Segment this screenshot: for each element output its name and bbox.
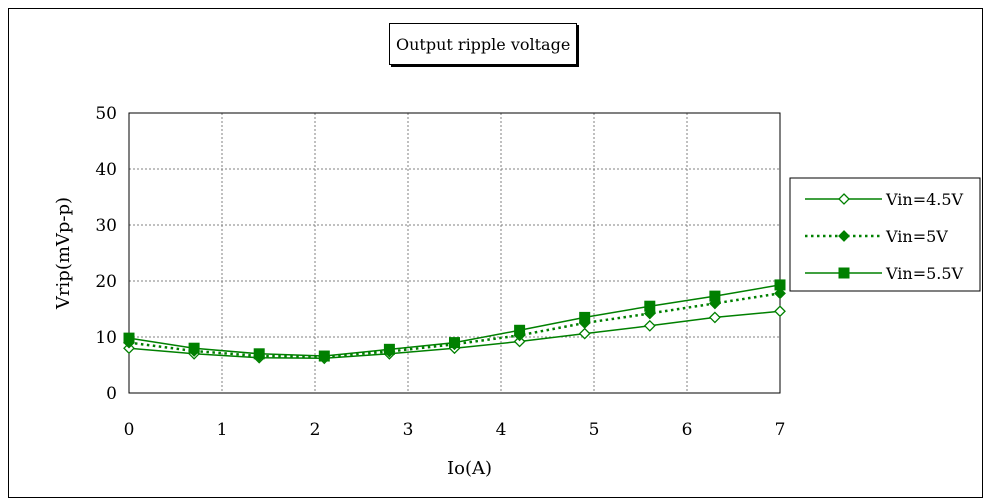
x-axis-label: Io(A) <box>447 458 492 479</box>
x-tick-label: 0 <box>124 420 135 440</box>
chart-title: Output ripple voltage <box>389 23 578 65</box>
x-tick-label: 5 <box>589 420 600 440</box>
data-point <box>774 287 786 300</box>
data-point <box>709 290 721 302</box>
legend-label: Vin=4.5V <box>885 190 964 209</box>
legend-item: Vin=4.5V <box>805 190 964 209</box>
y-axis-label: Vrip(mVp-p) <box>53 197 74 310</box>
data-point <box>188 342 200 354</box>
y-tick-label: 50 <box>95 104 117 124</box>
legend-marker <box>838 193 850 205</box>
data-point <box>644 300 656 312</box>
data-point <box>123 332 135 344</box>
data-point <box>774 305 786 318</box>
data-point <box>318 350 330 362</box>
data-point <box>253 348 265 360</box>
data-point <box>774 279 786 291</box>
data-point <box>383 343 395 355</box>
data-point <box>578 327 591 340</box>
x-tick-label: 1 <box>217 420 228 440</box>
x-tick-label: 4 <box>496 420 507 440</box>
y-tick-label: 40 <box>95 160 117 180</box>
series-3 <box>123 279 786 362</box>
data-point <box>449 337 460 349</box>
legend-marker <box>838 267 850 279</box>
grid <box>129 113 780 393</box>
legend-marker <box>838 230 850 242</box>
legend: Vin=4.5V Vin=5V Vin=5.5V <box>789 177 981 292</box>
y-tick-label: 20 <box>95 272 117 292</box>
y-tick-label: 10 <box>95 328 117 348</box>
series-1 <box>123 305 786 365</box>
y-tick-label: 0 <box>106 384 117 404</box>
x-tick-label: 3 <box>403 420 414 440</box>
data-point <box>514 324 526 336</box>
data-point <box>708 311 721 324</box>
y-tick-label: 30 <box>95 216 117 236</box>
legend-box <box>789 177 981 292</box>
legend-label: Vin=5.5V <box>885 264 964 283</box>
data-point <box>579 311 591 323</box>
data-point <box>643 319 656 332</box>
x-tick-label: 7 <box>775 420 786 440</box>
series-line <box>128 292 781 358</box>
x-tick-label: 2 <box>310 420 321 440</box>
tick-labels: 0 1 2 3 4 5 6 7 0 10 20 30 40 50 <box>95 104 785 440</box>
legend-label: Vin=5V <box>885 227 948 246</box>
legend-item: Vin=5.5V <box>805 264 964 283</box>
data-point <box>513 335 526 348</box>
plot-area <box>128 112 781 394</box>
legend-item: Vin=5V <box>805 227 948 246</box>
x-tick-label: 6 <box>682 420 693 440</box>
series-group <box>123 279 786 365</box>
